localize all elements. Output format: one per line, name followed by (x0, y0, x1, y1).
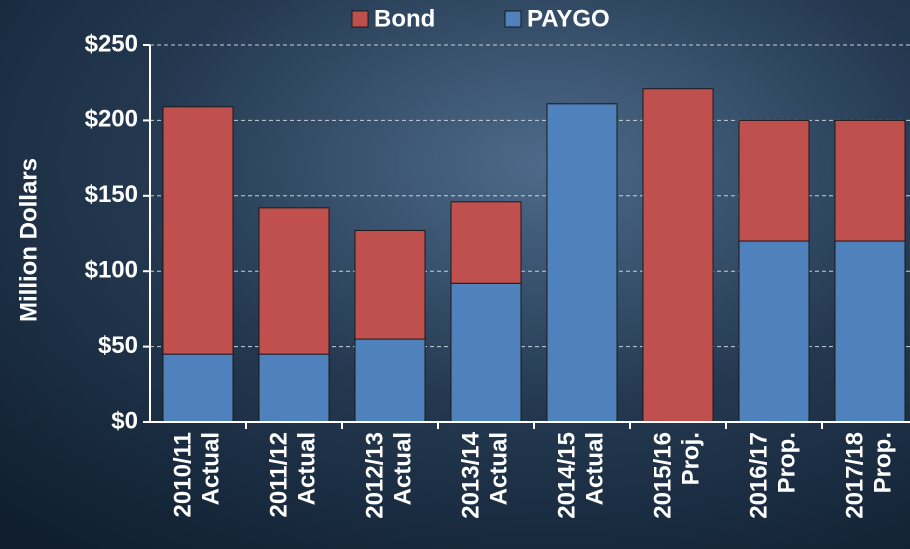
x-tick-label: Prop. (773, 432, 800, 493)
bar-segment (738, 119, 810, 242)
bar-segment (258, 353, 330, 423)
x-tick-label: 2012/13 (361, 432, 388, 519)
x-tick-label: Actual (293, 432, 320, 505)
legend-label: Bond (374, 5, 435, 32)
bar-segment (354, 338, 426, 423)
x-tick-label: Actual (389, 432, 416, 505)
x-tick-label: 2014/15 (553, 432, 580, 519)
x-tick-label: 2010/11 (169, 432, 196, 517)
legend-swatch (504, 10, 522, 28)
bar-segment (738, 240, 810, 423)
x-tick-label: Actual (197, 432, 224, 505)
bar-segment (258, 207, 330, 355)
y-tick-label: $150 (85, 181, 138, 208)
y-axis-label: Million Dollars (15, 158, 42, 322)
bar-segment (450, 282, 522, 423)
legend-label: PAYGO (527, 5, 610, 32)
x-tick-label: 2011/12 (265, 432, 292, 517)
bar-segment (162, 106, 234, 355)
y-tick-label: $100 (85, 257, 138, 284)
y-tick-label: $250 (85, 30, 138, 57)
bar-segment (546, 103, 618, 423)
x-tick-label: Actual (485, 432, 512, 505)
bar-segment (642, 88, 714, 423)
x-tick-label: Actual (581, 432, 608, 505)
y-tick-label: $50 (98, 332, 138, 359)
x-tick-label: 2017/18 (841, 432, 868, 519)
x-tick-label: Proj. (677, 432, 704, 485)
bar-segment (834, 240, 906, 423)
legend-swatch (351, 10, 369, 28)
y-tick-label: $0 (111, 407, 138, 434)
x-tick-label: 2015/16 (649, 432, 676, 519)
bar-segment (834, 119, 906, 242)
y-tick-label: $200 (85, 106, 138, 133)
bar-segment (354, 229, 426, 340)
x-tick-label: 2013/14 (457, 431, 484, 518)
bar-segment (162, 353, 234, 423)
bar-segment (450, 201, 522, 284)
x-tick-label: Prop. (869, 432, 896, 493)
x-tick-label: 2016/17 (745, 432, 772, 519)
